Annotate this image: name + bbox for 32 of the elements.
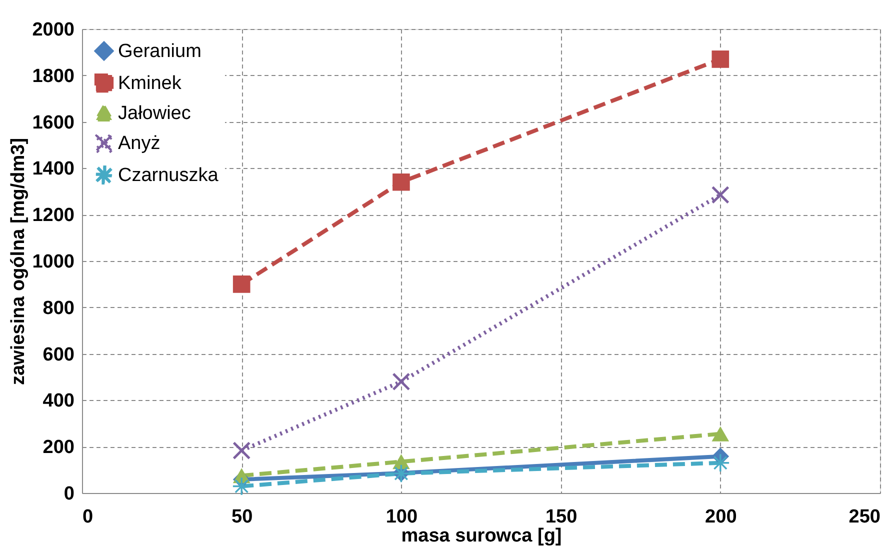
legend-label: Czarnuszka: [118, 165, 219, 186]
point: [232, 478, 250, 495]
y-tick-label: 600: [42, 344, 74, 366]
legend-label: Geranium: [118, 41, 202, 62]
y-tick-label: 1000: [32, 252, 74, 272]
point: [712, 426, 730, 442]
x-tick-label: 200: [705, 506, 737, 528]
point: [712, 186, 730, 204]
x-tick-label: 50: [232, 506, 253, 528]
x-tick-label: 100: [386, 506, 418, 528]
y-tick-label: 1200: [32, 205, 74, 226]
point: [392, 173, 410, 191]
point: [232, 276, 250, 293]
point: [232, 442, 250, 460]
y-axis-title: zawiesina ogólna [mg/dm3]: [8, 138, 30, 386]
point: [712, 50, 730, 68]
x-tick-label: 250: [848, 506, 880, 528]
y-tick-label: 200: [42, 437, 74, 458]
x-tick-label: 0: [82, 506, 94, 528]
legend-label: Anyż: [118, 133, 160, 154]
legend-label: Kminek: [118, 73, 182, 94]
x-axis-title: masa surowca [g]: [401, 526, 562, 546]
y-tick-label: 800: [42, 298, 74, 319]
y-tick-label: 400: [42, 390, 74, 412]
y-tick-label: 1800: [32, 66, 74, 87]
y-tick-label: 1600: [32, 112, 74, 134]
legend-label: Jałowiec: [118, 103, 191, 124]
y-tick-label: 1400: [32, 158, 74, 180]
point: [392, 372, 410, 390]
y-tick-label: 0: [64, 484, 74, 504]
y-tick-label: 2000: [32, 20, 74, 40]
x-tick-label: 150: [545, 506, 578, 528]
